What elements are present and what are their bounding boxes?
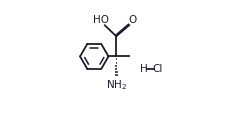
Text: H: H <box>140 64 148 74</box>
Text: O: O <box>128 15 136 25</box>
Text: HO: HO <box>93 15 109 25</box>
Text: NH$_2$: NH$_2$ <box>106 78 127 92</box>
Text: Cl: Cl <box>152 64 163 74</box>
